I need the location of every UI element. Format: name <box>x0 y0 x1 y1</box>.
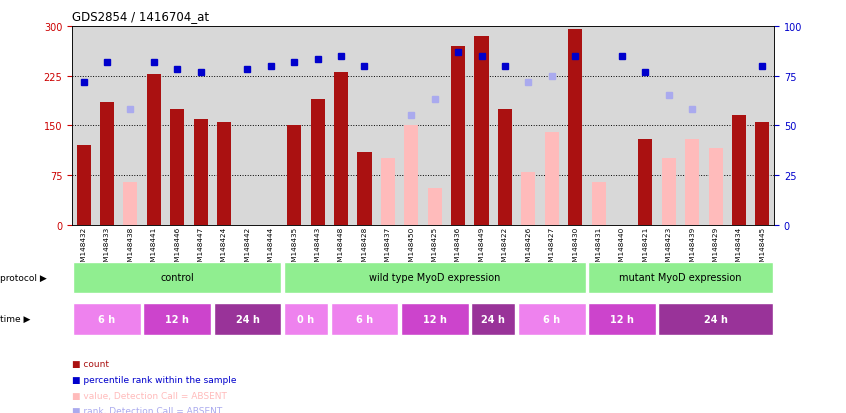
Bar <box>213 303 282 335</box>
Bar <box>147 74 161 225</box>
Text: ■ value, Detection Call = ABSENT: ■ value, Detection Call = ABSENT <box>72 391 227 400</box>
Bar <box>521 172 536 225</box>
Text: mutant MyoD expression: mutant MyoD expression <box>619 273 742 283</box>
Bar <box>310 100 325 225</box>
Text: control: control <box>161 273 194 283</box>
Bar <box>732 116 746 225</box>
Bar <box>451 47 465 225</box>
Text: wild type MyoD expression: wild type MyoD expression <box>369 273 500 283</box>
Text: GDS2854 / 1416704_at: GDS2854 / 1416704_at <box>72 10 209 23</box>
Text: 24 h: 24 h <box>704 314 728 324</box>
Bar <box>639 139 652 225</box>
Bar <box>217 123 231 225</box>
Bar <box>569 30 582 225</box>
Bar <box>401 303 469 335</box>
Text: ■ rank, Detection Call = ABSENT: ■ rank, Detection Call = ABSENT <box>72 406 222 413</box>
Bar <box>428 189 442 225</box>
Bar <box>498 109 512 225</box>
Bar <box>194 119 207 225</box>
Text: protocol ▶: protocol ▶ <box>0 273 47 282</box>
Bar <box>588 303 656 335</box>
Bar <box>591 182 606 225</box>
Bar <box>475 37 488 225</box>
Bar <box>283 303 328 335</box>
Bar <box>588 262 773 294</box>
Text: 0 h: 0 h <box>298 314 315 324</box>
Bar <box>124 182 137 225</box>
Bar <box>288 126 301 225</box>
Bar <box>100 103 114 225</box>
Bar <box>545 133 558 225</box>
Bar <box>471 303 515 335</box>
Text: ■ percentile rank within the sample: ■ percentile rank within the sample <box>72 375 236 384</box>
Bar <box>331 303 398 335</box>
Bar <box>143 303 212 335</box>
Bar <box>685 139 699 225</box>
Bar <box>73 262 282 294</box>
Bar <box>404 126 418 225</box>
Text: ■ count: ■ count <box>72 359 109 368</box>
Text: 6 h: 6 h <box>356 314 373 324</box>
Text: time ▶: time ▶ <box>0 315 30 323</box>
Bar <box>662 159 676 225</box>
Text: 24 h: 24 h <box>481 314 505 324</box>
Bar <box>358 152 371 225</box>
Bar <box>77 146 91 225</box>
Bar <box>334 73 348 225</box>
Bar <box>518 303 585 335</box>
Bar <box>381 159 395 225</box>
Bar <box>709 149 722 225</box>
Text: 12 h: 12 h <box>610 314 634 324</box>
Bar <box>170 109 184 225</box>
Text: 12 h: 12 h <box>423 314 447 324</box>
Text: 6 h: 6 h <box>543 314 560 324</box>
Bar <box>283 262 585 294</box>
Text: 6 h: 6 h <box>98 314 116 324</box>
Text: 12 h: 12 h <box>165 314 190 324</box>
Bar <box>73 303 141 335</box>
Bar <box>658 303 773 335</box>
Text: 24 h: 24 h <box>235 314 260 324</box>
Bar <box>755 123 769 225</box>
